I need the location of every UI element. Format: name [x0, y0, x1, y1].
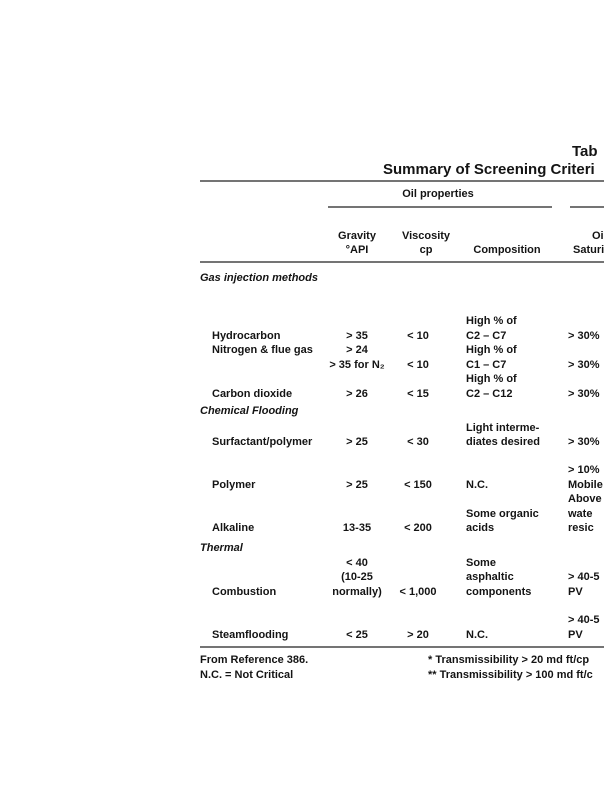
cell-composition: asphaltic — [466, 571, 514, 583]
cell-composition: N.C. — [466, 479, 488, 491]
cell-saturation: > 30% — [568, 436, 600, 448]
cell-gravity: > 35 — [346, 330, 368, 342]
column-header: Oi — [592, 230, 604, 242]
cell-saturation: PV — [568, 586, 583, 598]
cell-viscosity: < 10 — [407, 330, 429, 342]
table-subtitle: Summary of Screening Criteri — [383, 161, 595, 178]
footnote: From Reference 386. — [200, 654, 308, 666]
cell-viscosity: < 15 — [407, 388, 429, 400]
cell-composition: C1 – C7 — [466, 359, 506, 371]
cell-gravity: < 25 — [346, 629, 368, 641]
cell-gravity: 13-35 — [343, 522, 371, 534]
cell-saturation: Above — [568, 493, 602, 505]
cell-gravity: (10-25 — [341, 571, 373, 583]
group-header: Oil properties — [402, 188, 474, 200]
cell-saturation: > 30% — [568, 330, 600, 342]
cell-composition: Light interme- — [466, 422, 540, 434]
cell-saturation: > 30% — [568, 359, 600, 371]
cell-saturation: wate — [567, 508, 592, 520]
cell-viscosity: < 200 — [404, 522, 432, 534]
cell-gravity: > 26 — [346, 388, 368, 400]
cell-composition: Some — [466, 557, 496, 569]
cell-viscosity: < 1,000 — [399, 586, 436, 598]
cell-method: Nitrogen & flue gas — [212, 344, 313, 356]
cell-method: Carbon dioxide — [212, 388, 292, 400]
section-heading: Thermal — [200, 542, 244, 554]
cell-gravity: < 40 — [346, 557, 368, 569]
cell-saturation: > 40-5 — [568, 614, 600, 626]
cell-saturation: resic — [568, 522, 594, 534]
cell-gravity: > 35 for N₂ — [329, 359, 384, 371]
cell-composition: Some organic — [466, 508, 539, 520]
column-header: Saturi — [573, 244, 604, 256]
section-heading: Gas injection methods — [200, 272, 318, 284]
cell-method: Surfactant/polymer — [212, 436, 313, 448]
cell-gravity: > 25 — [346, 436, 368, 448]
cell-composition: N.C. — [466, 629, 488, 641]
cell-saturation: > 40-5 — [568, 571, 600, 583]
cell-composition: C2 – C12 — [466, 388, 512, 400]
cell-composition: High % of — [466, 315, 517, 327]
cell-composition: diates desired — [466, 436, 540, 448]
footnote: ** Transmissibility > 100 md ft/c — [428, 669, 593, 681]
cell-gravity: normally) — [332, 586, 382, 598]
section-heading: Chemical Flooding — [200, 405, 299, 417]
cell-composition: components — [466, 586, 531, 598]
column-header: Viscosity — [402, 230, 451, 242]
cell-gravity: > 24 — [346, 344, 369, 356]
cell-method: Steamflooding — [212, 629, 288, 641]
column-header: °API — [346, 244, 369, 256]
column-header: Composition — [473, 244, 540, 256]
table-title: Tab — [572, 143, 598, 160]
cell-saturation: PV — [568, 629, 583, 641]
cell-gravity: > 25 — [346, 479, 368, 491]
cell-method: Alkaline — [212, 522, 254, 534]
cell-viscosity: < 150 — [404, 479, 432, 491]
cell-composition: C2 – C7 — [466, 330, 506, 342]
cell-viscosity: < 30 — [407, 436, 429, 448]
cell-saturation: > 30% — [568, 388, 600, 400]
cell-viscosity: < 10 — [407, 359, 429, 371]
column-header: Gravity — [338, 230, 377, 242]
cell-method: Polymer — [212, 479, 256, 491]
column-header: cp — [420, 244, 433, 256]
footnote: N.C. = Not Critical — [200, 669, 293, 681]
cell-composition: High % of — [466, 344, 517, 356]
cell-viscosity: > 20 — [407, 629, 429, 641]
cell-saturation: > 10% — [568, 464, 600, 476]
cell-method: Hydrocarbon — [212, 330, 281, 342]
cell-saturation: Mobile — [568, 479, 603, 491]
cell-method: Combustion — [212, 586, 276, 598]
cell-composition: High % of — [466, 373, 517, 385]
cell-composition: acids — [466, 522, 494, 534]
footnote: * Transmissibility > 20 md ft/cp — [428, 654, 589, 666]
